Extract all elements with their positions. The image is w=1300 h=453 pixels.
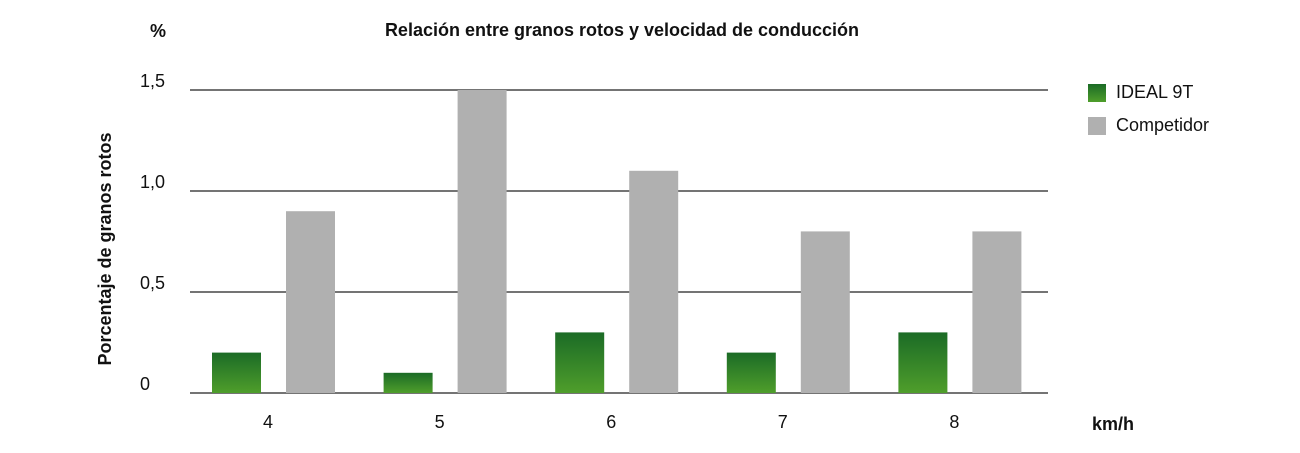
bar	[726, 352, 776, 393]
x-unit: km/h	[1092, 414, 1134, 434]
legend-swatch	[1088, 117, 1106, 135]
bar	[555, 332, 605, 393]
bar	[383, 372, 433, 393]
y-axis-title: Porcentaje de granos rotos	[95, 132, 115, 365]
bar	[800, 231, 850, 393]
legend-label: Competidor	[1116, 115, 1209, 135]
y-tick-label: 0	[140, 374, 150, 394]
bar	[212, 352, 261, 393]
y-tick-label: 1,0	[140, 172, 165, 192]
y-tick-label: 1,5	[140, 71, 165, 91]
legend-swatch	[1088, 84, 1106, 102]
bar	[972, 231, 1022, 393]
bar	[898, 332, 948, 393]
y-tick-label: 0,5	[140, 273, 165, 293]
y-unit: %	[150, 21, 166, 41]
x-tick-label: 5	[435, 412, 445, 432]
chart-title: Relación entre granos rotos y velocidad …	[385, 20, 859, 40]
bar	[457, 90, 507, 393]
bar	[286, 211, 335, 393]
x-tick-label: 4	[263, 412, 273, 432]
x-tick-label: 8	[949, 412, 959, 432]
x-tick-label: 7	[778, 412, 788, 432]
bar	[629, 170, 679, 393]
legend-label: IDEAL 9T	[1116, 82, 1193, 102]
x-tick-label: 6	[606, 412, 616, 432]
